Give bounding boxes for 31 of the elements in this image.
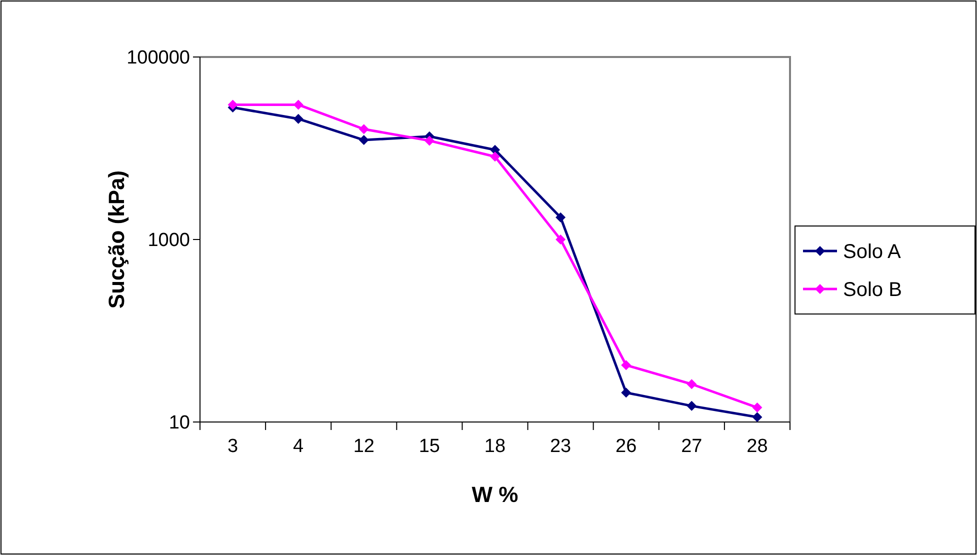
x-tick-label: 23 [550,436,572,457]
point [358,135,369,146]
y-tick-label: 1000 [148,230,190,252]
x-tick-label: 12 [353,436,374,457]
point [228,100,238,110]
point [293,114,304,124]
point [752,402,762,413]
legend-label: Solo B [843,279,902,301]
point [490,152,500,162]
y-tick-label: 10 [168,412,190,434]
x-tick-label: 4 [293,436,304,457]
point [621,360,632,370]
point [358,124,369,134]
point [424,136,434,146]
x-tick-label: 15 [418,436,440,457]
point [752,412,762,422]
y-tick-label: 100000 [126,48,190,69]
x-tick-label: 18 [484,436,506,457]
point [686,379,697,390]
point [556,234,566,244]
x-tick-label: 27 [681,436,702,457]
y-axis-title: Sucção (kPa) [104,170,129,309]
point [621,388,632,398]
point [556,212,566,222]
x-tick-label: 3 [227,436,238,457]
x-tick-label: 28 [746,436,768,457]
x-axis-title: W % [472,482,518,507]
point [686,400,697,411]
point [293,100,304,110]
legend-label: Solo A [843,241,902,263]
x-tick-label: 26 [616,436,637,457]
